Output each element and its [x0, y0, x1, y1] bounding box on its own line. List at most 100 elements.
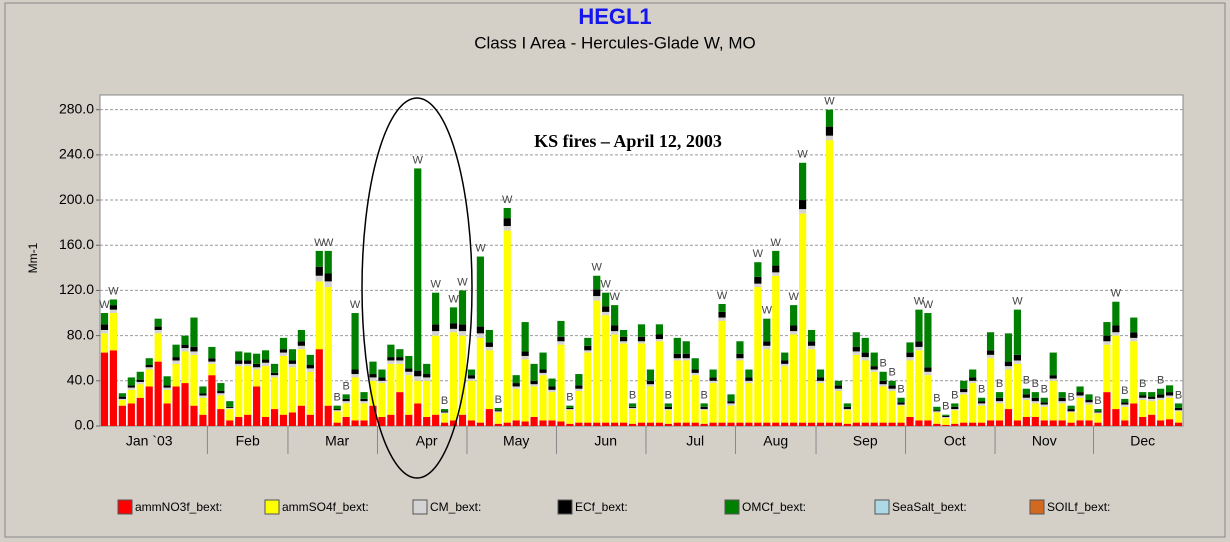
- bar-segment: [682, 358, 690, 361]
- bar-segment: [476, 337, 484, 423]
- bar-segment: [593, 422, 601, 426]
- legend-swatch: [724, 499, 740, 515]
- bar-segment: [154, 329, 162, 334]
- bar-segment: [369, 374, 377, 378]
- bar-segment: [870, 422, 878, 426]
- bar-segment: [449, 307, 458, 324]
- bar-segment: [360, 403, 368, 421]
- bar-segment: [1076, 386, 1084, 393]
- bar-segment: [118, 393, 126, 397]
- bar-segment: [978, 397, 986, 402]
- bar-segment: [960, 388, 968, 393]
- bar-segment: [136, 381, 144, 385]
- bar-segment: [485, 329, 493, 343]
- bar-segment: [217, 390, 225, 394]
- bar-segment: [118, 405, 126, 426]
- bar-flag: W: [717, 290, 728, 302]
- bar-segment: [503, 218, 511, 227]
- bar-flag: B: [888, 367, 895, 379]
- bar-segment: [378, 369, 386, 378]
- bar-segment: [163, 385, 171, 388]
- bar-segment: [763, 422, 771, 426]
- bar-segment: [458, 324, 467, 332]
- bar-segment: [1103, 392, 1111, 426]
- bar-segment: [736, 341, 744, 354]
- bar-segment: [816, 380, 825, 384]
- bar-segment: [145, 358, 153, 365]
- bar-segment: [566, 423, 574, 426]
- bar-segment: [602, 292, 610, 307]
- bar-segment: [655, 334, 664, 340]
- bar-flag: W: [1012, 296, 1023, 308]
- bar-segment: [288, 360, 297, 364]
- bar-segment: [1013, 354, 1022, 361]
- bar-segment: [772, 275, 780, 423]
- bar-segment: [405, 375, 413, 415]
- bar-segment: [253, 367, 261, 370]
- bar-segment: [1094, 413, 1102, 423]
- bar-segment: [521, 322, 529, 352]
- bar-segment: [530, 416, 538, 426]
- bar-segment: [906, 357, 914, 361]
- bar-segment: [960, 392, 968, 395]
- legend-label: SOILf_bext:: [1047, 500, 1110, 514]
- bar-segment: [467, 420, 476, 426]
- bar-segment: [270, 409, 279, 426]
- bar-segment: [915, 346, 923, 351]
- bar-segment: [700, 403, 708, 407]
- bar-segment: [467, 369, 476, 376]
- bar-segment: [924, 375, 932, 421]
- bar-segment: [100, 313, 109, 325]
- bar-segment: [1112, 409, 1120, 426]
- bar-segment: [718, 422, 726, 426]
- bar-segment: [584, 350, 592, 353]
- bar-segment: [217, 395, 225, 410]
- highlight-ellipse: [361, 97, 473, 479]
- bar-segment: [1085, 404, 1093, 421]
- bar-segment: [566, 409, 574, 411]
- bar-segment: [1022, 397, 1030, 401]
- bar-segment: [226, 406, 234, 408]
- bar-flag: B: [566, 392, 573, 404]
- bar-segment: [342, 398, 350, 402]
- bar-segment: [951, 410, 959, 424]
- bar-segment: [673, 422, 681, 426]
- x-tick-label: Jan `03: [126, 433, 173, 449]
- bar-segment: [870, 371, 878, 423]
- bar-segment: [664, 409, 672, 411]
- bar-segment: [261, 362, 270, 367]
- bar-segment: [1049, 380, 1057, 421]
- bar-segment: [754, 283, 762, 288]
- bar-segment: [145, 367, 153, 370]
- bar-segment: [727, 403, 735, 406]
- bar-segment: [897, 422, 905, 426]
- legend-swatch: [557, 499, 573, 515]
- bar-segment: [1085, 402, 1093, 405]
- bar-segment: [960, 394, 968, 423]
- bar-segment: [1148, 398, 1156, 402]
- bar-segment: [727, 401, 735, 404]
- bar-segment: [745, 380, 753, 384]
- bar-segment: [279, 337, 288, 350]
- bar-segment: [995, 420, 1004, 426]
- bar-segment: [709, 369, 717, 378]
- bar-segment: [396, 357, 404, 361]
- bar-flag: B: [700, 389, 707, 401]
- bar-segment: [637, 336, 646, 342]
- bar-segment: [145, 386, 153, 426]
- bar-segment: [969, 422, 977, 426]
- bar-segment: [754, 276, 762, 284]
- bar-segment: [1148, 396, 1156, 399]
- bar-segment: [476, 422, 484, 426]
- bar-segment: [816, 422, 825, 426]
- legend-label: CM_bext:: [430, 500, 481, 514]
- bar-segment: [709, 383, 717, 423]
- bar-segment: [324, 281, 332, 288]
- bar-flag: W: [914, 296, 925, 308]
- bar-segment: [637, 343, 646, 423]
- bar-flag: W: [108, 285, 119, 297]
- bar-segment: [181, 351, 189, 384]
- bar-segment: [539, 420, 547, 426]
- bar-segment: [235, 360, 243, 364]
- bar-segment: [190, 405, 198, 426]
